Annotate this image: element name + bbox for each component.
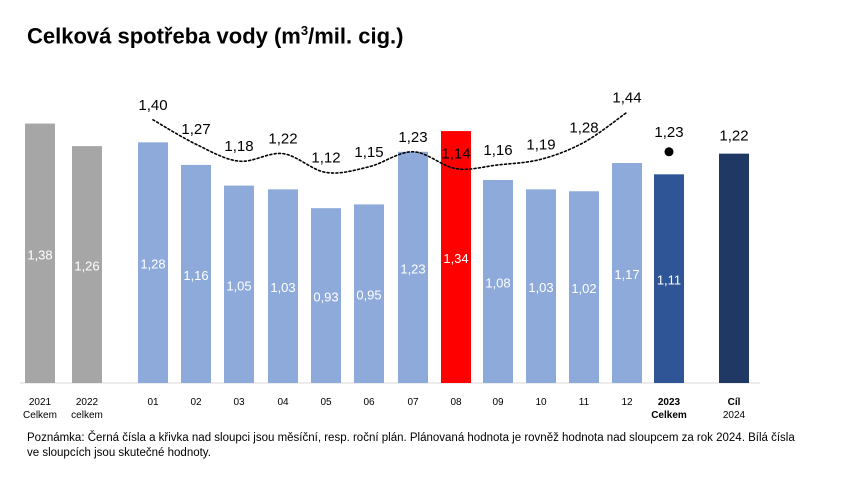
bar-value-label: 1,34	[443, 251, 468, 266]
bar-04	[268, 189, 298, 383]
bar-value-label: 1,08	[485, 275, 510, 290]
bar-10	[526, 189, 556, 383]
bar-value-label: 1,38	[27, 247, 52, 262]
bar-value-label: 1,23	[400, 261, 425, 276]
category-label: 2021	[29, 397, 52, 408]
plan-value-label: 1,12	[311, 149, 340, 166]
bar-value-label: 1,28	[140, 257, 165, 272]
category-label: 2023	[658, 397, 681, 408]
category-label: 08	[450, 397, 462, 408]
plan-value-label: 1,18	[224, 138, 253, 155]
bar-01	[138, 142, 168, 383]
category-label: 07	[407, 397, 419, 408]
plan-value-label: 1,44	[612, 89, 641, 106]
bar-02	[181, 164, 211, 383]
plan-value-label: 1,15	[354, 144, 383, 161]
plan-value-label: 1,40	[138, 97, 167, 114]
category-label-line2: celkem	[71, 410, 103, 421]
plan-marker	[664, 147, 674, 157]
plan-value-label: 1,22	[719, 128, 748, 145]
category-label: 06	[363, 397, 375, 408]
category-label: 10	[535, 397, 547, 408]
bar-03	[224, 185, 254, 383]
chart-title: Celková spotřeba vody (m3/mil. cig.)	[27, 23, 403, 49]
plan-value-label: 1,19	[526, 136, 555, 153]
bar-12	[612, 163, 642, 383]
bar-cíl-2024	[719, 153, 749, 383]
bar-value-label: 0,95	[356, 288, 381, 303]
bar-value-label: 1,17	[614, 267, 639, 282]
category-label-line2: Celkem	[23, 410, 57, 421]
plan-value-label: 1,22	[268, 131, 297, 148]
category-label: 02	[190, 397, 202, 408]
plan-value-label: 1,16	[483, 142, 512, 159]
chart-title-sup: 3	[300, 23, 309, 38]
bar-value-label: 1,16	[183, 268, 208, 283]
bar-value-label: 0,93	[313, 290, 338, 305]
chart-note: Poznámka: Černá čísla a křivka nad sloup…	[27, 432, 795, 459]
bar-value-label: 1,03	[528, 280, 553, 295]
bar-09	[483, 179, 513, 383]
chart-title-main: Celková spotřeba vody (m	[27, 23, 301, 49]
bar-07	[398, 151, 428, 383]
category-label: 11	[579, 397, 590, 408]
category-label: 03	[233, 397, 245, 408]
plan-curve	[152, 111, 628, 174]
bar-08	[441, 131, 471, 383]
bar-value-label: 1,05	[226, 278, 251, 293]
plan-value-label: 1,14	[441, 146, 470, 163]
category-label: 05	[320, 397, 332, 408]
bar-11	[569, 191, 599, 383]
category-label-line2: Celkem	[651, 410, 687, 421]
bar-value-label: 1,26	[74, 259, 99, 274]
plan-value-label: 1,23	[654, 124, 683, 141]
bar-value-label: 1,02	[571, 281, 596, 296]
plan-value-label: 1,23	[398, 129, 427, 146]
category-label: 04	[277, 397, 289, 408]
bar-2023-celkem	[654, 174, 684, 383]
plan-value-label: 1,28	[569, 119, 598, 136]
category-label: 2022	[76, 397, 99, 408]
plan-value-label: 1,27	[181, 121, 210, 138]
bar-2022-celkem	[72, 146, 102, 383]
category-label: Cíl	[728, 397, 741, 408]
bar-05	[311, 208, 341, 383]
category-label: 09	[492, 397, 504, 408]
bar-06	[354, 204, 384, 383]
category-label-line2: 2024	[723, 410, 746, 421]
bar-chart: 1,38 1,26 1,28 1,16 1,05 1,03 0,93 0,95 1,23 1,34…	[20, 89, 760, 421]
bar-value-label: 1,11	[657, 273, 681, 288]
category-label: 12	[621, 397, 633, 408]
bar-value-label: 1,03	[270, 280, 295, 295]
chart-title-rest: /mil. cig.)	[308, 23, 404, 49]
bar-2021-celkem	[25, 123, 55, 383]
category-label: 01	[147, 397, 159, 408]
